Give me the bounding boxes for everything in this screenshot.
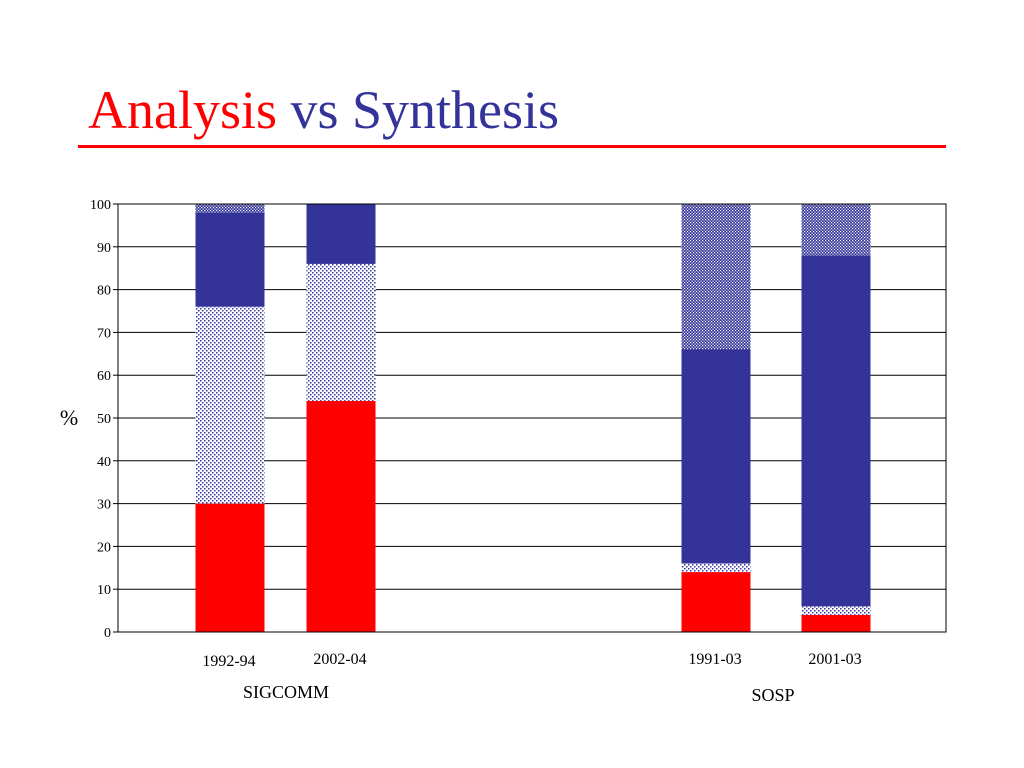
bar-segment-1992-94-s3 <box>195 204 265 213</box>
bar-segment-2002-04-s0 <box>306 400 376 632</box>
slide-title: Analysis vs Synthesis <box>88 78 559 142</box>
y-tick-label: 40 <box>97 455 111 470</box>
bar-segment-1991-03-s2 <box>681 349 751 564</box>
bar-segment-2001-03-s1 <box>801 606 871 615</box>
bar-segment-2001-03-s2 <box>801 255 871 607</box>
x-category-label: 2002-04 <box>313 651 366 668</box>
title-vs: vs <box>290 80 339 140</box>
bar-segment-2001-03-s0 <box>801 614 871 632</box>
y-tick-label: 30 <box>97 498 111 513</box>
y-axis-label: % <box>60 405 78 430</box>
title-underline <box>78 145 946 148</box>
y-tick-label: 70 <box>97 326 111 341</box>
bar-segment-1991-03-s3 <box>681 204 751 350</box>
bar-segment-2002-04-s2 <box>306 204 376 264</box>
x-category-label: 1992-94 <box>202 653 255 670</box>
bar-segment-2002-04-s1 <box>306 263 376 401</box>
bar-segment-2001-03-s3 <box>801 204 871 256</box>
title-synthesis: Synthesis <box>352 80 560 140</box>
plot-frame <box>117 203 947 633</box>
bar-segment-1991-03-s1 <box>681 563 751 573</box>
y-tick-label: 60 <box>97 369 111 384</box>
bar-segment-1992-94-s1 <box>195 306 265 504</box>
title-analysis: Analysis <box>88 80 277 140</box>
bar-segment-1992-94-s2 <box>195 212 265 307</box>
x-category-label: 1991-03 <box>688 651 741 668</box>
bar-segment-1991-03-s0 <box>681 572 751 632</box>
y-tick-label: 0 <box>104 626 111 641</box>
y-tick-label: 100 <box>90 198 111 213</box>
y-tick-label: 20 <box>97 540 111 555</box>
bar-segment-1992-94-s0 <box>195 503 265 632</box>
y-tick-label: 80 <box>97 284 111 299</box>
y-tick-label: 50 <box>97 412 111 427</box>
group-label-sigcomm: SIGCOMM <box>243 682 329 702</box>
y-tick-label: 90 <box>97 241 111 256</box>
y-tick-label: 10 <box>97 583 111 598</box>
group-label-sosp: SOSP <box>751 685 794 705</box>
x-category-label: 2001-03 <box>808 651 861 668</box>
